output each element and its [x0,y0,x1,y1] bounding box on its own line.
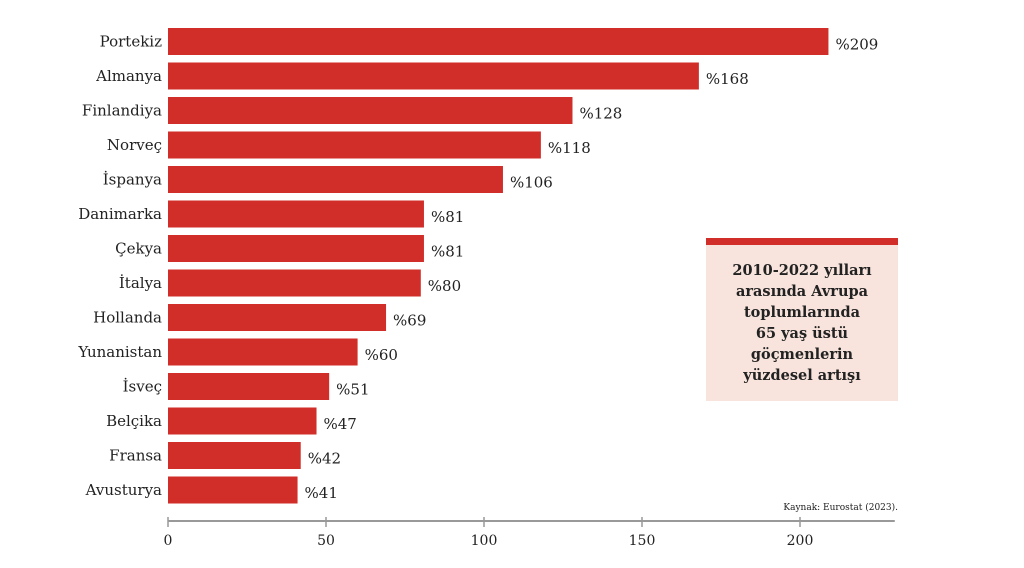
data-label: %81 [431,243,464,261]
bar [168,476,298,504]
data-label: %168 [706,70,749,88]
category-label: Finlandiya [82,102,162,120]
bar [168,131,541,159]
category-label: Avusturya [85,481,162,499]
x-tick-label: 50 [317,533,335,549]
data-label: %47 [324,415,357,433]
category-label: Fransa [109,447,162,465]
bar [168,166,503,193]
data-label: %118 [548,139,591,157]
category-label: Almanya [95,67,162,85]
category-label: Çekya [115,240,162,258]
category-label: Portekiz [100,33,162,51]
bar [168,200,424,228]
category-label: İspanya [103,171,162,189]
bar [168,304,387,331]
annotation-text: 2010-2022 yılları arasında Avrupa toplum… [732,262,872,384]
category-label: İsveç [123,378,162,396]
data-label: %81 [431,208,464,226]
category-label: Belçika [106,412,162,430]
category-label: Norveç [107,136,162,154]
data-label: %41 [305,484,338,502]
category-label: İtalya [119,274,162,292]
data-label: %42 [308,450,341,468]
data-label: %80 [428,277,461,295]
x-tick-label: 150 [629,533,656,549]
data-label: %51 [336,381,369,399]
annotation-box: 2010-2022 yılları arasında Avrupa toplum… [706,238,898,401]
x-tick-label: 200 [787,533,814,549]
category-label: Hollanda [93,309,162,327]
bar [168,97,573,124]
bar [168,235,424,262]
data-label: %209 [835,36,878,54]
bar [168,62,699,90]
bar [168,28,829,55]
category-label: Yunanistan [77,343,162,361]
data-label: %60 [365,346,398,364]
data-label: %69 [393,312,426,330]
x-tick-label: 100 [471,533,498,549]
category-label: Danimarka [78,205,162,223]
data-label: %128 [579,105,622,123]
bar [168,442,301,469]
source-note: Kaynak: Eurostat (2023). [783,503,898,513]
bar [168,338,358,366]
data-label: %106 [510,174,553,192]
bar [168,407,317,435]
x-tick-label: 0 [164,533,173,549]
bar [168,269,421,297]
bar [168,373,330,400]
